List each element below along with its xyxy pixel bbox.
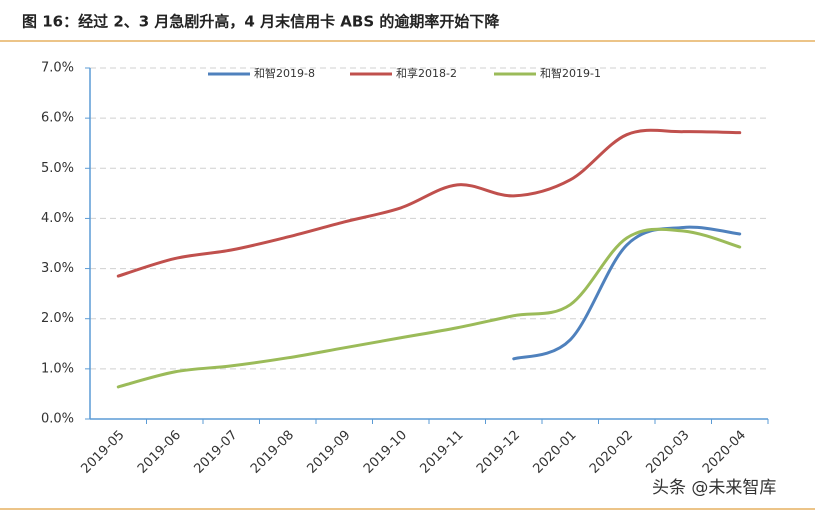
legend-label: 和智2019-1 [540,66,601,80]
legend-label: 和享2018-2 [396,66,457,80]
x-tick-label: 2020-01 [531,428,580,477]
x-tick-label: 2019-11 [418,428,467,477]
x-tick-label: 2019-07 [192,428,241,477]
y-tick-label: 6.0% [41,111,74,126]
watermark: 头条 @未来智库 [652,478,776,498]
x-tick-label: 2020-04 [700,428,749,477]
y-tick-label: 4.0% [41,211,74,226]
y-tick-label: 0.0% [41,412,74,427]
series-line [116,128,742,278]
x-tick-label: 2019-08 [248,428,297,477]
x-tick-label: 2019-10 [361,428,410,477]
x-tick-label: 2020-02 [587,428,636,477]
y-tick-label: 7.0% [41,61,74,76]
x-tick-label: 2020-03 [644,428,693,477]
x-tick-label: 2019-09 [305,428,354,477]
y-tick-label: 3.0% [41,261,74,276]
y-tick-label: 5.0% [41,161,74,176]
x-tick-label: 2019-12 [474,428,523,477]
x-tick-label: 2019-06 [135,428,184,477]
chart-title: 图 16：经过 2、3 月急剧升高，4 月末信用卡 ABS 的逾期率开始下降 [22,13,500,31]
series-line [116,227,742,389]
legend-label: 和智2019-8 [254,66,315,80]
series-line [512,225,742,361]
x-tick-label: 2019-05 [79,428,128,477]
y-tick-label: 1.0% [41,361,74,376]
y-tick-label: 2.0% [41,311,74,326]
